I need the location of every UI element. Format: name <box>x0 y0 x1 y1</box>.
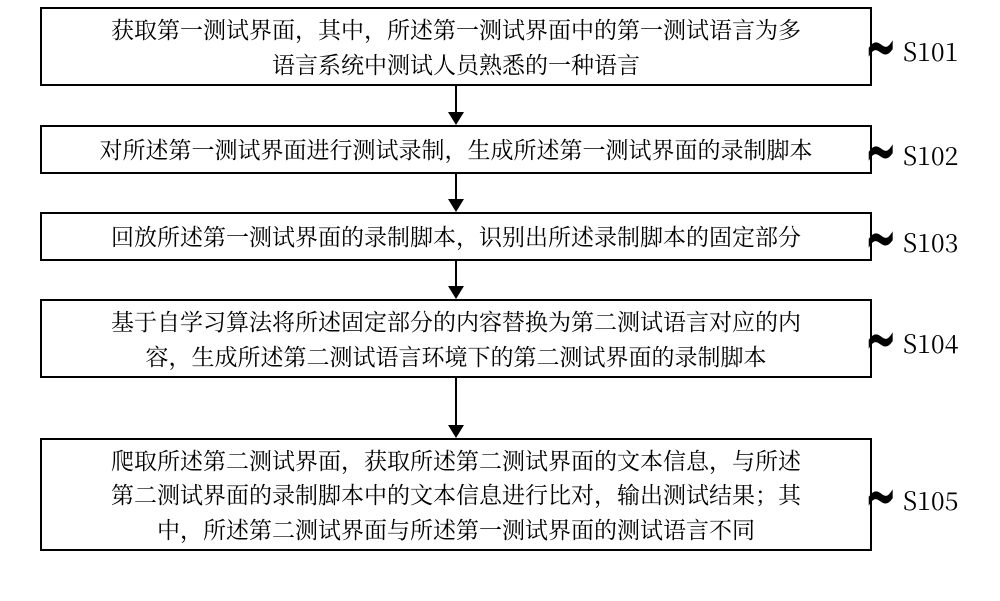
step-connector-tilde: ∼ <box>865 456 896 535</box>
step-connector-tilde: ∼ <box>865 198 896 277</box>
flowchart-step-text: 获取第一测试界面，其中，所述第一测试界面中的第一测试语言为多 语言系统中测试人员… <box>111 12 801 81</box>
flowchart-step-box: 对所述第一测试界面进行测试录制，生成所述第一测试界面的录制脚本 <box>40 125 872 174</box>
flowchart-step-label: S102 <box>903 137 958 173</box>
flowchart-arrow-head <box>448 425 464 438</box>
flowchart-step-label: S104 <box>903 325 958 361</box>
flowchart-step-label: S103 <box>903 224 958 260</box>
flowchart-step-box: 获取第一测试界面，其中，所述第一测试界面中的第一测试语言为多 语言系统中测试人员… <box>40 7 872 86</box>
flowchart-arrow-line <box>455 261 458 287</box>
flowchart-step-text: 爬取所述第二测试界面，获取所述第二测试界面的文本信息，与所述 第二测试界面的录制… <box>111 443 801 547</box>
flowchart-arrow-head <box>448 112 464 125</box>
flowchart-step-box: 基于自学习算法将所述固定部分的内容替换为第二测试语言对应的内 容，生成所述第二测… <box>40 299 872 378</box>
flowchart-arrow-line <box>455 86 458 113</box>
flowchart-arrow-head <box>448 286 464 299</box>
flowchart-step-label: S101 <box>903 33 958 69</box>
flowchart-step-text: 基于自学习算法将所述固定部分的内容替换为第二测试语言对应的内 容，生成所述第二测… <box>111 304 801 373</box>
flowchart-arrow-head <box>448 199 464 212</box>
flowchart-step-box: 回放所述第一测试界面的录制脚本，识别出所述录制脚本的固定部分 <box>40 212 872 261</box>
flowchart-step-text: 对所述第一测试界面进行测试录制，生成所述第一测试界面的录制脚本 <box>100 132 813 167</box>
flowchart-canvas: 获取第一测试界面，其中，所述第一测试界面中的第一测试语言为多 语言系统中测试人员… <box>0 0 1000 601</box>
step-connector-tilde: ∼ <box>865 7 896 86</box>
step-connector-tilde: ∼ <box>865 111 896 190</box>
flowchart-step-label: S105 <box>903 482 958 518</box>
flowchart-step-text: 回放所述第一测试界面的录制脚本，识别出所述录制脚本的固定部分 <box>111 219 801 254</box>
flowchart-step-box: 爬取所述第二测试界面，获取所述第二测试界面的文本信息，与所述 第二测试界面的录制… <box>40 438 872 551</box>
flowchart-arrow-line <box>455 174 458 200</box>
flowchart-arrow-line <box>455 378 458 426</box>
step-connector-tilde: ∼ <box>865 299 896 378</box>
